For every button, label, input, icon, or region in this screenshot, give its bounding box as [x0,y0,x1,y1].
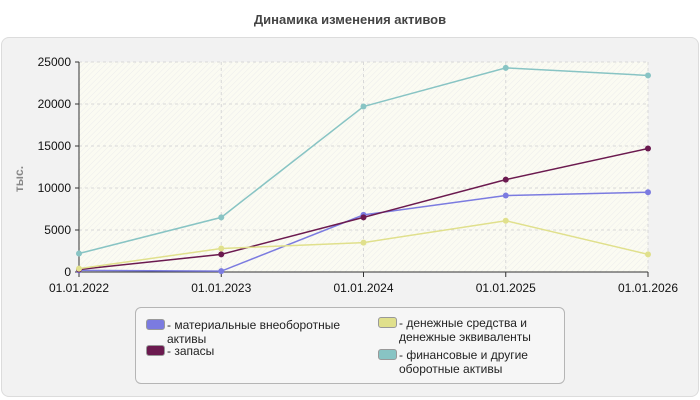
y-tick-label: 25000 [38,55,72,69]
x-tick-label: 01.01.2025 [476,281,536,295]
data-point [502,217,509,224]
legend-swatch [378,317,397,328]
data-point [218,214,225,221]
y-axis-label-wrap: тыс. [6,166,36,192]
x-tick-label: 01.01.2024 [333,281,393,295]
data-point [645,251,651,258]
x-tick-label: 01.01.2023 [191,281,251,295]
data-point [76,250,82,257]
y-tick-label: 5000 [44,223,71,237]
legend-swatch [378,349,397,360]
legend-label: - финансовые и другие оборотные активы [399,348,528,376]
legend-label: - денежные средства и денежные эквивален… [399,316,531,344]
legend: - материальные внеоборотные активы - зап… [135,307,565,384]
data-point [360,239,367,246]
data-point [360,103,367,110]
series-group [76,64,651,275]
data-point [645,145,651,152]
legend-label: - материальные внеоборотные активы [167,318,340,346]
data-point [502,64,509,71]
data-point [218,245,225,252]
axes: 0 5000 10000 15000 20000 25000 01.01.2022 01.01… [38,55,679,295]
y-axis-label: тыс. [12,165,27,193]
data-point [502,176,509,183]
legend-swatch [146,319,165,330]
data-point [360,214,367,221]
grid [79,61,649,272]
x-tick-label: 01.01.2026 [618,281,678,295]
data-point [76,265,82,272]
y-tick-label: 0 [64,265,71,279]
y-tick-label: 20000 [38,97,72,111]
data-point [645,72,651,79]
data-point [645,189,651,196]
data-point [218,251,225,258]
y-tick-label: 10000 [38,181,72,195]
y-tick-label: 15000 [38,139,72,153]
legend-label: - запасы [167,344,215,358]
data-point [218,268,225,275]
x-tick-label: 01.01.2022 [49,281,109,295]
data-point [502,192,509,199]
chart-title: Динамика изменения активов [253,12,447,27]
legend-swatch [146,345,165,356]
